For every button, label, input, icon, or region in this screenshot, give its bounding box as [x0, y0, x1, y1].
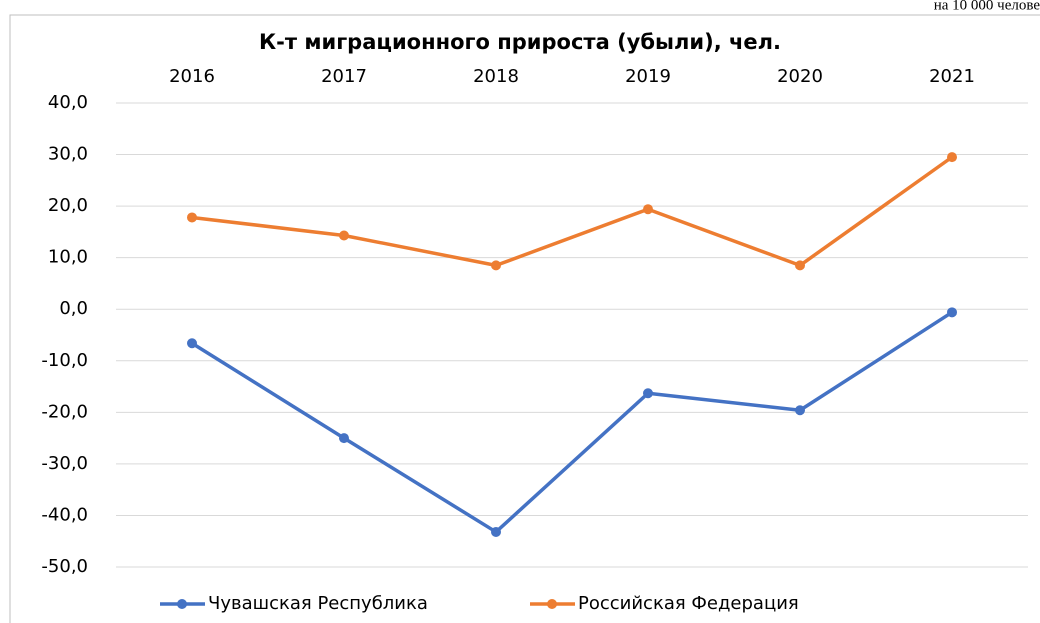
data-point — [795, 405, 805, 416]
y-tick-label: -20,0 — [41, 401, 88, 422]
x-tick-label: 2021 — [929, 66, 975, 87]
y-tick-label: -50,0 — [41, 556, 88, 577]
data-point — [491, 260, 501, 271]
series-line — [191, 310, 953, 534]
data-point — [339, 433, 349, 444]
y-tick-label: -30,0 — [41, 453, 88, 474]
chart-title: К-т миграционного прироста (убыли), чел. — [259, 30, 781, 54]
data-point — [491, 526, 501, 537]
legend-marker — [547, 599, 557, 609]
x-tick-label: 2016 — [169, 66, 215, 87]
y-tick-label: 10,0 — [48, 247, 88, 268]
y-tick-label: 40,0 — [48, 92, 88, 113]
x-tick-label: 2019 — [625, 66, 671, 87]
y-tick-label: -40,0 — [41, 504, 88, 525]
x-tick-label: 2017 — [321, 66, 367, 87]
data-point — [643, 204, 653, 215]
data-point — [947, 152, 957, 163]
x-tick-label: 2018 — [473, 66, 519, 87]
y-tick-label: 30,0 — [48, 144, 88, 165]
data-point — [187, 212, 197, 223]
data-point — [643, 388, 653, 399]
legend-label: Чувашская Республика — [208, 593, 428, 614]
note: на 10 000 челове — [934, 0, 1040, 13]
data-point — [339, 230, 349, 241]
y-tick-label: -10,0 — [41, 350, 88, 371]
x-tick-label: 2020 — [777, 66, 823, 87]
y-tick-label: 20,0 — [48, 195, 88, 216]
data-point — [795, 260, 805, 271]
y-tick-label: 0,0 — [59, 298, 88, 319]
chart-frame — [9, 14, 1040, 623]
series-line — [191, 155, 954, 268]
legend-label: Российская Федерация — [578, 593, 799, 614]
data-point — [947, 307, 957, 318]
legend-marker — [177, 599, 187, 609]
data-point — [187, 338, 197, 349]
